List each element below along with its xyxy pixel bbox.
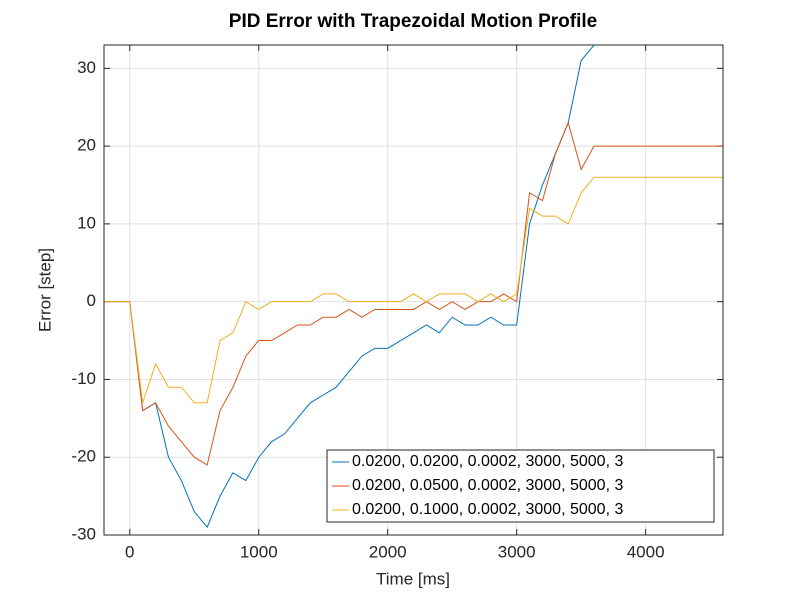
x-tick-label: 3000 — [498, 542, 536, 561]
y-tick-label: -30 — [71, 524, 96, 543]
y-tick-label: -20 — [71, 447, 96, 466]
legend-label: 0.0200, 0.0200, 0.0002, 3000, 5000, 3 — [352, 453, 623, 470]
x-tick-label: 2000 — [369, 542, 407, 561]
series-line — [104, 176, 723, 404]
y-tick-label: -10 — [71, 369, 96, 388]
y-tick-label: 10 — [77, 213, 96, 232]
y-tick-label: 20 — [77, 136, 96, 155]
y-tick-label: 30 — [77, 58, 96, 77]
legend-label: 0.0200, 0.1000, 0.0002, 3000, 5000, 3 — [352, 501, 623, 518]
chart-title: PID Error with Trapezoidal Motion Profil… — [229, 11, 597, 32]
series-line — [104, 121, 723, 466]
y-axis-label: Error [step] — [35, 248, 54, 332]
x-tick-label: 1000 — [240, 542, 278, 561]
axes-box — [103, 44, 724, 536]
x-tick-label: 0 — [125, 542, 134, 561]
x-axis-label: Time [ms] — [376, 569, 450, 588]
legend-box — [326, 449, 715, 523]
y-tick-label: 0 — [87, 291, 96, 310]
legend-label: 0.0200, 0.0500, 0.0002, 3000, 5000, 3 — [352, 477, 623, 494]
x-tick-label: 4000 — [627, 542, 665, 561]
